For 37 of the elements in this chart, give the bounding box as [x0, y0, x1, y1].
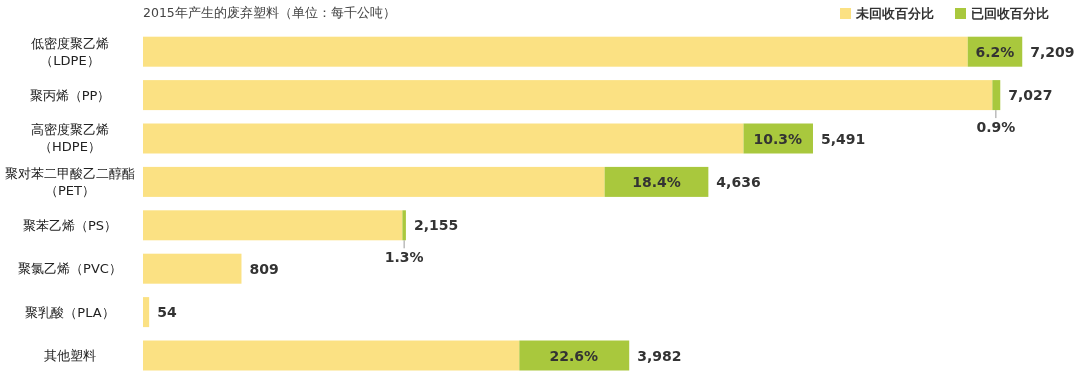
- y-tick-label: 聚氯乙烯（PVC）: [18, 260, 122, 278]
- bar: [402, 210, 406, 241]
- bar: [143, 80, 993, 111]
- annotation: 54: [157, 304, 177, 321]
- bar: [143, 166, 605, 197]
- y-tick-label: 其他塑料: [44, 347, 96, 364]
- bar: [604, 166, 709, 197]
- legend-label: 已回收百分比: [971, 6, 1049, 21]
- bar: [143, 123, 744, 154]
- bar: [992, 80, 1001, 111]
- annotation: 7,027: [1008, 87, 1053, 104]
- annotation: 10.3%: [753, 130, 803, 147]
- y-tick-label: 低密度聚乙烯（LDPE）: [30, 34, 110, 69]
- bar: [519, 340, 630, 371]
- annotation: 0.9%: [976, 119, 1016, 136]
- bar: [143, 253, 242, 284]
- legend-label: 未回收百分比: [855, 6, 934, 21]
- y-tick-label: 聚苯乙烯（PS）: [22, 216, 118, 234]
- annotation: 6.2%: [975, 43, 1015, 60]
- annotation: 22.6%: [549, 347, 599, 364]
- y-tick-label: 聚乳酸（PLA）: [25, 303, 115, 321]
- annotation: 3,982: [637, 347, 682, 364]
- bar: [143, 340, 520, 371]
- y-tick-label: 聚丙烯（PP）: [29, 86, 111, 104]
- y-tick-label: 高密度聚乙烯（HDPE）: [30, 121, 110, 156]
- y-tick-label: 聚对苯二甲酸乙二醇酯（PET）: [4, 164, 136, 199]
- bar: [143, 297, 150, 328]
- chart-title: 2015年产生的废弃塑料（单位：每千公吨）: [143, 5, 396, 20]
- annotation: 18.4%: [632, 173, 681, 190]
- annotation: 7,209: [1030, 43, 1075, 60]
- annotation: 4,636: [716, 173, 761, 190]
- annotation: 5,491: [820, 130, 866, 147]
- annotation: 1.3%: [384, 249, 424, 266]
- annotation: 809: [249, 260, 279, 277]
- annotation: 2,155: [413, 217, 459, 234]
- bar: [143, 210, 403, 241]
- bar: [143, 36, 968, 67]
